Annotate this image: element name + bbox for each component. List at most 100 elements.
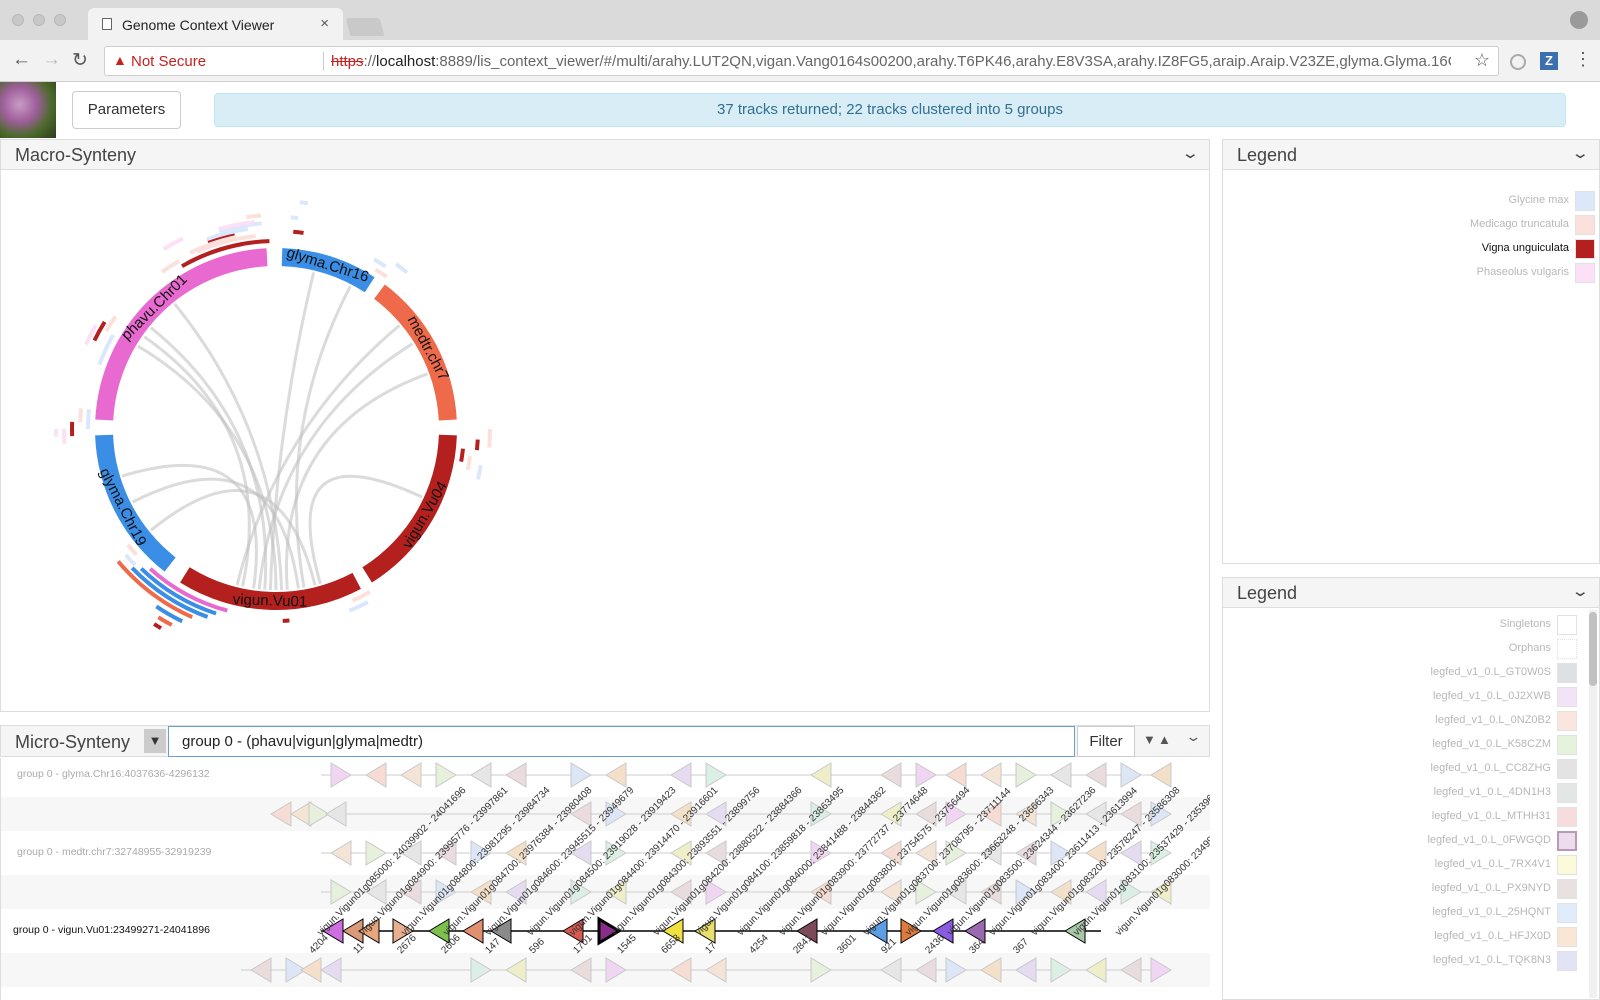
gene-arrow[interactable]: [330, 762, 352, 788]
gene-arrow[interactable]: [705, 879, 727, 905]
chevron-down-icon[interactable]: ⌄: [1181, 145, 1201, 162]
gene-arrow[interactable]: [1120, 879, 1142, 905]
tab-close-button[interactable]: ×: [320, 15, 329, 32]
gene-arrow[interactable]: [365, 762, 387, 788]
gene-arrow[interactable]: [964, 918, 986, 944]
gene-arrow[interactable]: [670, 762, 692, 788]
gene-arrow[interactable]: [570, 840, 592, 866]
gene-arrow[interactable]: [605, 840, 627, 866]
filter-input[interactable]: [168, 726, 1075, 757]
gene-arrow[interactable]: [435, 762, 457, 788]
gene-arrow[interactable]: [330, 879, 352, 905]
gene-arrow[interactable]: [605, 762, 627, 788]
gene-arrow[interactable]: [880, 879, 902, 905]
gene-arrow[interactable]: [1050, 957, 1072, 983]
gene-arrow[interactable]: [505, 840, 527, 866]
gene-arrow[interactable]: [1015, 879, 1037, 905]
chromosome-arc[interactable]: [281, 248, 375, 293]
sort-down-icon[interactable]: ▼: [1143, 732, 1156, 747]
gene-arrow[interactable]: [1015, 801, 1037, 827]
chevron-down-icon[interactable]: ⌄: [1185, 729, 1202, 744]
gene-arrow[interactable]: [945, 762, 967, 788]
gene-arrow[interactable]: [308, 801, 330, 827]
gene-arrow[interactable]: [670, 879, 692, 905]
extension-icon[interactable]: [1510, 54, 1526, 70]
legend-scrollbar[interactable]: [1589, 610, 1597, 998]
zotero-extension-icon[interactable]: Z: [1540, 52, 1558, 70]
track-label[interactable]: group 0 - glyma.Chr16:4037636-4296132: [17, 768, 210, 780]
gene-arrow[interactable]: [1150, 840, 1172, 866]
gene-arrow[interactable]: [1015, 762, 1037, 788]
back-arrow-icon[interactable]: ←: [12, 49, 31, 70]
gene-arrow[interactable]: [250, 957, 272, 983]
gene-arrow[interactable]: [562, 918, 584, 944]
gene-arrow[interactable]: [1085, 957, 1107, 983]
gene-arrow[interactable]: [810, 879, 832, 905]
gene-arrow[interactable]: [505, 762, 527, 788]
gene-arrow[interactable]: [810, 957, 832, 983]
gene-arrow[interactable]: [1050, 879, 1072, 905]
gene-arrow[interactable]: [1064, 918, 1086, 944]
parameters-button[interactable]: Parameters: [72, 91, 181, 129]
gene-arrow[interactable]: [1120, 840, 1142, 866]
gene-arrow[interactable]: [980, 840, 1002, 866]
chevron-down-icon[interactable]: ⌄: [1571, 583, 1591, 600]
gene-arrow[interactable]: [705, 801, 727, 827]
reload-icon[interactable]: ↻: [72, 50, 88, 71]
gene-arrow[interactable]: [880, 957, 902, 983]
gene-arrow[interactable]: [915, 840, 937, 866]
gene-arrow[interactable]: [400, 762, 422, 788]
gene-arrow[interactable]: [470, 840, 492, 866]
gene-arrow[interactable]: [462, 918, 484, 944]
gene-arrow[interactable]: [1015, 840, 1037, 866]
gene-arrow[interactable]: [1085, 840, 1107, 866]
gene-arrow[interactable]: [705, 840, 727, 866]
gene-arrow[interactable]: [505, 879, 527, 905]
profile-icon[interactable]: [1570, 11, 1588, 29]
filter-icon[interactable]: ▼: [144, 729, 166, 753]
gene-arrow[interactable]: [915, 957, 937, 983]
gene-arrow[interactable]: [980, 801, 1002, 827]
gene-arrow[interactable]: [810, 840, 832, 866]
bookmark-star-icon[interactable]: ☆: [1473, 50, 1490, 70]
gene-arrow[interactable]: [945, 957, 967, 983]
gene-arrow[interactable]: [1120, 801, 1142, 827]
gene-arrow[interactable]: [570, 762, 592, 788]
gene-arrow[interactable]: [1150, 801, 1172, 827]
gene-arrow[interactable]: [670, 801, 692, 827]
gene-arrow[interactable]: [932, 918, 954, 944]
gene-arrow[interactable]: [1085, 762, 1107, 788]
chromosome-arc[interactable]: [95, 434, 176, 572]
gene-arrow[interactable]: [1150, 957, 1172, 983]
chromosome-arc[interactable]: [180, 567, 361, 610]
gene-arrow[interactable]: [980, 957, 1002, 983]
chromosome-arc[interactable]: [362, 434, 457, 583]
gene-arrow[interactable]: [705, 762, 727, 788]
gene-arrow[interactable]: [1150, 762, 1172, 788]
gene-arrow[interactable]: [1150, 879, 1172, 905]
browser-menu-icon[interactable]: ⋮: [1574, 49, 1592, 69]
legend-scroll-thumb[interactable]: [1589, 612, 1597, 686]
gene-arrow[interactable]: [605, 801, 627, 827]
gene-arrow[interactable]: [330, 840, 352, 866]
gene-arrow[interactable]: [880, 762, 902, 788]
gene-arrow[interactable]: [915, 801, 937, 827]
gene-arrow[interactable]: [980, 762, 1002, 788]
gene-arrow[interactable]: [1050, 762, 1072, 788]
minimize-window-button[interactable]: [33, 14, 45, 26]
gene-arrow[interactable]: [392, 918, 414, 944]
gene-arrow[interactable]: [662, 918, 684, 944]
gene-arrow[interactable]: [400, 840, 422, 866]
gene-arrow[interactable]: [470, 762, 492, 788]
filter-button[interactable]: Filter: [1077, 726, 1135, 757]
gene-arrow[interactable]: [1085, 879, 1107, 905]
gene-arrow[interactable]: [810, 762, 832, 788]
gene-arrow[interactable]: [866, 918, 888, 944]
gene-arrow[interactable]: [597, 916, 622, 946]
gene-arrow[interactable]: [694, 918, 716, 944]
gene-arrow[interactable]: [428, 918, 450, 944]
gene-arrow[interactable]: [570, 801, 592, 827]
gene-arrow[interactable]: [880, 840, 902, 866]
gene-arrow[interactable]: [505, 957, 527, 983]
gene-arrow[interactable]: [435, 840, 457, 866]
